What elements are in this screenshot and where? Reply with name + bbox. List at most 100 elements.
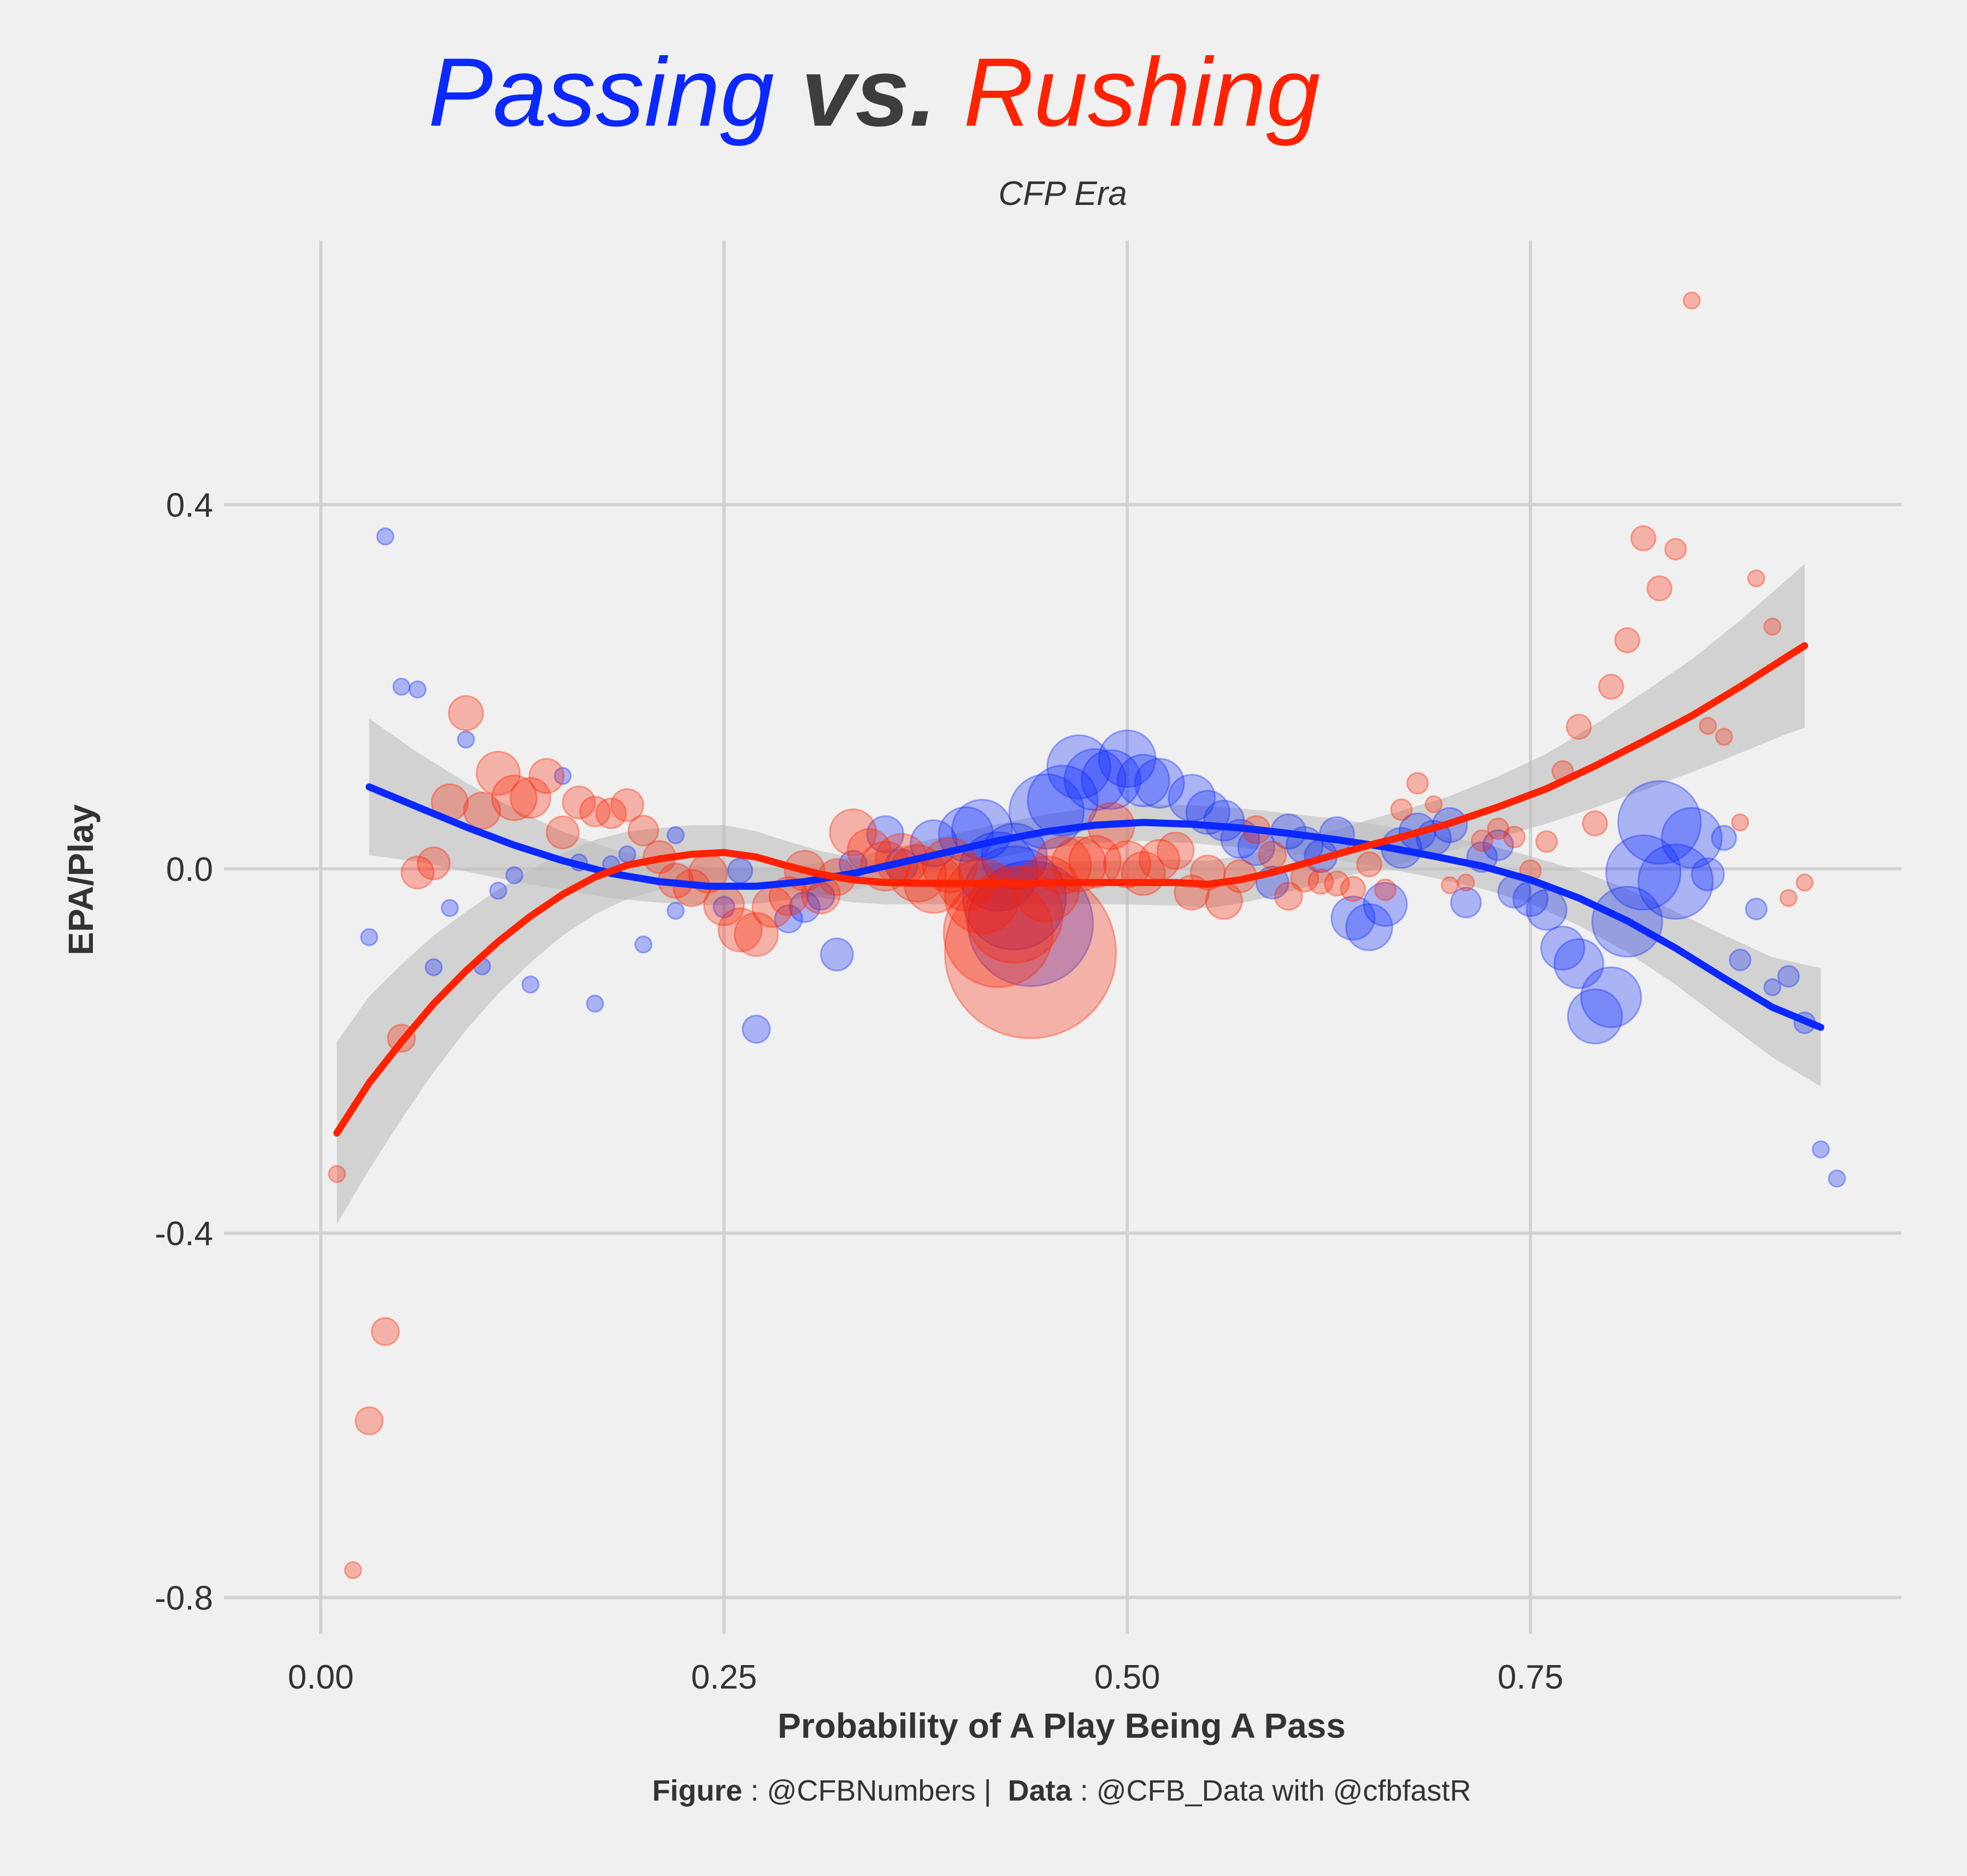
pass-point [1526, 889, 1568, 931]
rush-point [1565, 714, 1592, 740]
x-tick-label: 0.50 [1094, 1659, 1161, 1696]
pass-point [1553, 938, 1605, 989]
rush-point [545, 815, 580, 850]
smooth-lines [333, 642, 1824, 1137]
rush-point [733, 911, 779, 957]
pass-point [820, 937, 854, 972]
pass-point [712, 896, 735, 919]
caption-figure-text: : @CFBNumbers | [751, 1774, 1000, 1807]
pass-point [553, 767, 572, 785]
y-tick-label: -0.8 [155, 1579, 213, 1617]
pass-point [1063, 748, 1127, 811]
rush-point [579, 796, 611, 827]
pass-point [1828, 1169, 1846, 1188]
rush-point [1795, 873, 1814, 892]
pass-point [741, 1014, 771, 1044]
rush-point [1682, 291, 1701, 310]
pass-point [1637, 843, 1714, 920]
pass-point [962, 845, 1067, 951]
pass-point [1811, 1140, 1830, 1158]
y-axis-title: EPA/Play [61, 804, 101, 955]
pass-point [667, 826, 685, 844]
rush-point [1779, 889, 1798, 907]
pass-point [1046, 734, 1111, 799]
rush-point [1374, 878, 1397, 901]
rush-point [1068, 834, 1122, 889]
y-tick-label: 0.4 [166, 486, 213, 524]
rush-point [1156, 831, 1195, 870]
rush-point [1013, 855, 1080, 922]
rush-point [1699, 716, 1717, 735]
rush-point [1715, 727, 1733, 746]
pass-point [788, 891, 821, 923]
rush-point [1103, 840, 1151, 889]
pass-point [1482, 829, 1514, 861]
rush-point [944, 866, 1117, 1039]
rush-point [1424, 795, 1443, 814]
pass-point [457, 730, 475, 749]
pass-point [806, 881, 835, 911]
pass-point [1566, 988, 1623, 1045]
pass-point [667, 902, 685, 920]
rush-point [370, 1317, 400, 1346]
pass-point [1605, 834, 1682, 911]
rush-point [416, 846, 451, 880]
rush-point [463, 791, 502, 830]
rush-point [562, 785, 596, 820]
caption-data-text: : @CFB_Data with @cfbfastR [1080, 1774, 1471, 1807]
title-passing: Passing [428, 38, 774, 146]
chart-title: Passing vs. Rushing [428, 38, 1321, 146]
x-tick-label: 0.75 [1498, 1659, 1564, 1696]
rush-point [1258, 840, 1287, 870]
pass-point [1691, 857, 1725, 891]
pass-point [1318, 816, 1355, 852]
pass-point [1711, 825, 1738, 851]
caption-data-label: Data [1008, 1774, 1073, 1807]
pass-point [440, 899, 459, 918]
x-axis-title: Probability of A Play Being A Pass [778, 1706, 1346, 1745]
rush-point [717, 907, 763, 952]
pass-point [866, 815, 905, 854]
pass-point [376, 527, 394, 546]
x-tick-label: 0.25 [691, 1659, 757, 1696]
pass-point [505, 866, 523, 885]
rush-point [344, 1561, 362, 1579]
pass-point [727, 857, 753, 884]
rush-point [1390, 798, 1413, 821]
rush-point [491, 774, 538, 821]
tick-labels: 0.00 0.25 0.50 0.75 0.4 0.0 -0.4 -0.8 [155, 486, 1563, 1696]
x-tick-label: 0.00 [288, 1659, 354, 1696]
pass-confidence-band [369, 719, 1821, 1087]
rush-point [1470, 829, 1494, 852]
rush-point [943, 877, 1054, 989]
pass-point [1081, 749, 1142, 810]
y-tick-label: -0.4 [155, 1215, 213, 1253]
rush-point [447, 695, 484, 731]
rush-point [1487, 818, 1510, 840]
pass-point [618, 845, 637, 863]
rush-point [1324, 870, 1350, 897]
pass-point [1098, 729, 1157, 788]
rush-point [509, 777, 551, 819]
pass-point [360, 928, 379, 946]
rush-point [1051, 836, 1107, 892]
rush-point [965, 865, 1064, 964]
rush-point [1535, 830, 1558, 853]
pass-point [634, 935, 652, 954]
y-tick-label: 0.0 [166, 851, 213, 889]
pass-point [1580, 966, 1642, 1028]
pass-point [521, 975, 540, 994]
pass-point [1345, 903, 1393, 951]
pass-point [1330, 895, 1376, 941]
rush-point [1614, 627, 1640, 654]
pass-point [967, 860, 1094, 987]
pass-point [1660, 807, 1723, 869]
rush-point [1406, 772, 1429, 795]
rush-point [475, 750, 521, 796]
pass-point [1450, 886, 1482, 919]
rush-point [528, 758, 565, 794]
rush-point [1503, 826, 1526, 849]
pass-point [1540, 925, 1586, 971]
rush-point [944, 858, 1021, 934]
